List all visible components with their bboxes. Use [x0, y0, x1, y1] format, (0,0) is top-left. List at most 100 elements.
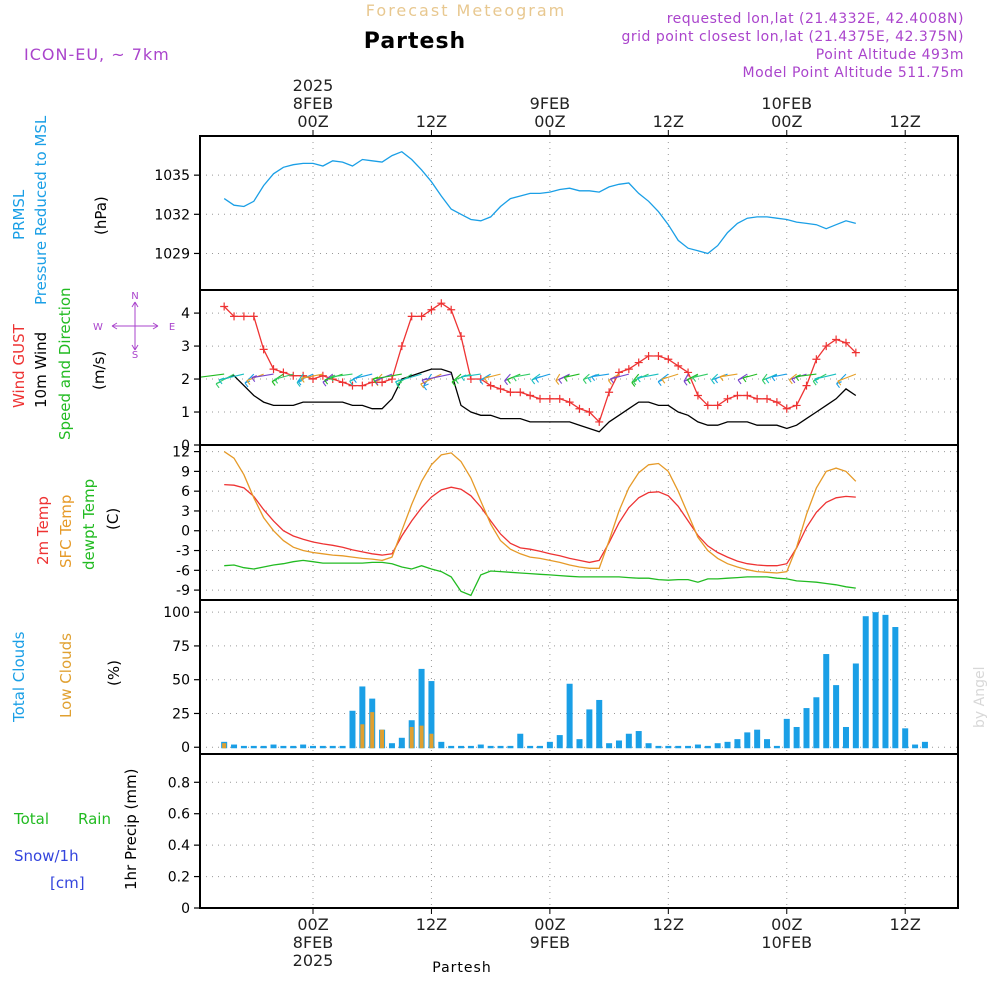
y-tick-label: 25 [172, 706, 190, 722]
gust-marker [555, 394, 564, 403]
wind-direction-arrow [657, 373, 669, 383]
gust-marker [239, 312, 248, 321]
snow-label: Snow/1h [14, 847, 79, 865]
cloud-labels: Total Clouds Low Clouds (%) [10, 631, 123, 723]
gust-marker [338, 378, 347, 387]
wind-direction-arrow [218, 373, 245, 381]
cloud-bar-total [556, 735, 563, 749]
y-tick-label: 2 [181, 372, 190, 388]
place-title: Partesh [364, 29, 466, 54]
y-tick-label: 1032 [154, 207, 190, 223]
wind-arrow-head [324, 377, 330, 385]
gust-marker [792, 401, 801, 410]
wind-direction-arrow [591, 373, 610, 378]
cloud-bar-total [428, 681, 435, 749]
cloud-bar-total [724, 741, 731, 749]
series-line-2m-temp [224, 483, 856, 567]
cloud-bar-total [339, 745, 346, 749]
cloud-bar-total [665, 745, 672, 749]
wind-arrow-head [563, 374, 570, 382]
y-tick-label: 0 [181, 524, 190, 540]
y-tick-label: 1035 [154, 168, 190, 184]
gust-marker [654, 351, 663, 360]
wind-direction-arrow [244, 373, 255, 384]
bottom-time-label: 00Z [297, 915, 328, 934]
temp-2m-label: 2m Temp [34, 496, 52, 565]
wind-direction-arrow [451, 373, 462, 383]
gust-marker [457, 332, 466, 341]
y-tick-label: 0 [181, 740, 190, 756]
gust-marker [634, 358, 643, 367]
wind-arrow-head [300, 375, 307, 383]
cloud-bar-total [694, 744, 701, 749]
wind-direction-arrow [301, 373, 323, 380]
gust-marker [466, 375, 475, 384]
wind-arrow-head [661, 376, 668, 384]
wind-direction-arrow [761, 373, 768, 381]
bottom-time-label: 12Z [653, 915, 684, 934]
gust-marker [753, 394, 762, 403]
wind-arrow-head [479, 377, 486, 385]
cloud-bar-total [862, 616, 869, 749]
gust-marker [348, 381, 357, 390]
y-tick-label: 6 [181, 484, 190, 500]
gust-marker [506, 388, 515, 397]
gust-marker [447, 305, 456, 314]
cloud-bar-total [921, 741, 928, 749]
cloud-bar-total [773, 745, 780, 749]
cloud-bar-total [704, 745, 711, 749]
gust-marker [832, 335, 841, 344]
cloud-bar-total [852, 663, 859, 749]
model-label: ICON-EU, ~ 7km [24, 45, 170, 64]
total-rain-label-total: Total [13, 810, 49, 828]
gust-marker [279, 368, 288, 377]
y-tick-label: 0 [181, 901, 190, 917]
cloud-bar-total [586, 709, 593, 749]
compass-n: N [131, 291, 138, 302]
grid-point-location: grid point closest lon,lat (21.4375E, 42… [621, 29, 964, 45]
wind-arrow-head [591, 374, 597, 382]
point-altitude: Point Altitude 493m [816, 47, 964, 63]
cloud-bar-low [370, 712, 375, 749]
wind-arrow-head [218, 377, 225, 385]
cloud-bar-total [260, 745, 267, 749]
cloud-bar-total [517, 733, 524, 749]
wind-arrow-head [814, 376, 820, 384]
wind-gust-label: Wind GUST [10, 323, 28, 408]
series-line-sfc-temp [223, 451, 857, 574]
y-tick-label: 3 [181, 504, 190, 520]
wind-arrow-head [631, 379, 638, 387]
gust-marker [684, 368, 693, 377]
panel-temperature: -9 -6 -3 0 3 6 9 12 [172, 444, 959, 601]
cloud-bar-total [458, 745, 465, 749]
wind-arrow-head [215, 381, 222, 389]
total-rain-label-rain: Rain [78, 810, 111, 828]
cloud-bar-total [546, 741, 553, 749]
precip-labels: Total Rain Snow/1h [cm] 1hr Precip (mm) [13, 769, 140, 892]
cloud-bar-total [675, 745, 682, 749]
cloud-bar-total [714, 743, 721, 749]
y-tick-label: 50 [172, 673, 190, 689]
wind-unit: (m/s) [90, 351, 108, 390]
gust-marker [545, 394, 554, 403]
y-tick-label: 4 [181, 306, 190, 322]
cloud-bar-total [349, 710, 356, 749]
cloud-bar-total [467, 745, 474, 749]
gust-marker [289, 371, 298, 380]
wind-arrow-head [686, 377, 693, 384]
wind-arrow-head [352, 376, 359, 384]
cloud-bar-low [429, 733, 434, 749]
wind-arrow-head [296, 380, 303, 387]
compass-s: S [132, 350, 138, 361]
cloud-bar-total [448, 745, 455, 749]
bottom-time-label: 00Z [771, 915, 802, 934]
cloud-bar-total [882, 614, 889, 749]
gust-marker [713, 401, 722, 410]
cloud-bar-total [842, 726, 849, 749]
cloud-bar-total [231, 744, 238, 749]
cloud-bar-total [250, 745, 257, 749]
wind-direction-arrow [200, 373, 225, 378]
temp-sfc-label: SFC Temp [57, 495, 75, 568]
